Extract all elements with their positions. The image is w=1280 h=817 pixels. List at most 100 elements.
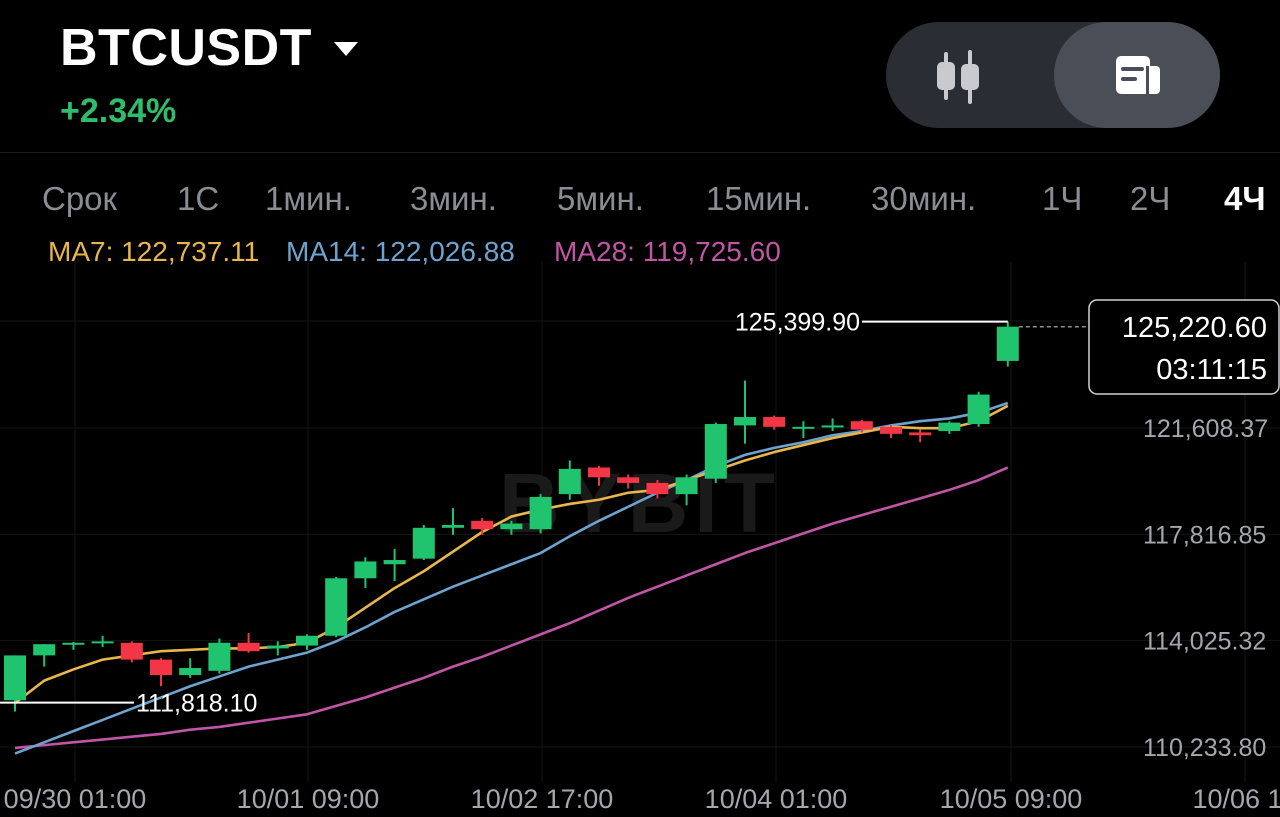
candle[interactable]	[179, 658, 202, 678]
timeframe-bar: Срок 1С 1мин. 3мин. 5мин. 15мин. 30мин. …	[0, 180, 1280, 230]
candle[interactable]	[967, 391, 990, 427]
ma14-line	[14, 401, 1009, 755]
timeframe-5min[interactable]: 5мин.	[557, 180, 644, 217]
candle[interactable]	[850, 419, 873, 433]
ma28-value: 119,725.60	[642, 236, 781, 267]
candle[interactable]	[296, 634, 318, 650]
x-axis-tick-label: 10/02 17:00	[471, 784, 614, 814]
candle-body	[763, 417, 786, 427]
ma28-indicator: MA28: 119,725.60	[554, 236, 781, 268]
candle[interactable]	[33, 644, 56, 667]
candle-body	[558, 468, 581, 495]
ma7-value: 122,737.11	[121, 236, 260, 267]
candle[interactable]	[266, 641, 289, 656]
candle-body	[909, 432, 932, 436]
candle[interactable]	[62, 641, 85, 650]
price-chart[interactable]: BYBIT 125,399.90111,818.10125,220.6003:1…	[0, 262, 1280, 817]
candle[interactable]	[471, 517, 494, 535]
candle-body	[62, 642, 85, 645]
candle-body	[33, 644, 56, 656]
timeframe-1min[interactable]: 1мин.	[265, 180, 352, 217]
ma28-line	[14, 466, 1009, 750]
candle-body	[880, 426, 902, 434]
candle[interactable]	[412, 524, 435, 561]
candle[interactable]	[821, 418, 844, 432]
candlestick-icon	[937, 50, 979, 104]
x-axis-tick-label: 10/05 09:00	[940, 784, 1083, 814]
candle-body	[646, 482, 669, 495]
candle-body	[325, 578, 348, 636]
last-price-box[interactable]: 125,220.60 03:11:15	[1088, 299, 1280, 395]
candle-body	[500, 523, 523, 530]
timeframe-2h[interactable]: 2Ч	[1130, 180, 1171, 217]
y-axis-tick-label: 114,025.32	[1143, 628, 1266, 656]
candle-body	[938, 422, 961, 432]
last-price-value: 125,220.60	[1122, 312, 1267, 344]
candle[interactable]	[734, 380, 756, 444]
ma14-value: 122,026.88	[374, 236, 515, 267]
timeframe-15min[interactable]: 15мин.	[706, 180, 812, 217]
news-icon	[1116, 56, 1160, 94]
candle[interactable]	[383, 548, 406, 582]
candle-body	[354, 561, 377, 579]
candle-body	[704, 424, 727, 479]
candlestick-view-button[interactable]	[886, 22, 1054, 128]
candle[interactable]	[558, 460, 581, 500]
candle-body	[617, 477, 640, 483]
candle-body	[967, 394, 990, 425]
candle[interactable]	[442, 508, 464, 535]
timeframe-1s[interactable]: 1С	[177, 180, 220, 217]
timeframe-1h[interactable]: 1Ч	[1042, 180, 1083, 217]
candle-body	[442, 524, 464, 528]
candle-body	[179, 668, 202, 676]
candle[interactable]	[938, 421, 961, 434]
candle-body	[412, 527, 435, 559]
candle-body	[296, 635, 318, 646]
view-toggle[interactable]	[886, 22, 1220, 128]
y-axis-tick-label: 117,816.85	[1143, 521, 1266, 549]
candle[interactable]	[325, 576, 348, 638]
candle[interactable]	[763, 415, 786, 430]
x-axis-tick-label: 10/06 17	[1192, 784, 1280, 814]
candle-body	[150, 659, 172, 676]
candle-body	[588, 467, 610, 478]
candle[interactable]	[208, 638, 231, 674]
candle[interactable]	[354, 557, 377, 589]
timeframe-term[interactable]: Срок	[42, 180, 117, 217]
candle-body	[266, 645, 289, 649]
header: BTCUSDT +2.34%	[0, 0, 1280, 152]
candle[interactable]	[675, 474, 698, 506]
candle-body	[91, 641, 114, 644]
candle[interactable]	[792, 421, 815, 439]
news-view-button[interactable]	[1054, 22, 1220, 128]
ma7-label: MA7:	[48, 236, 114, 267]
x-axis-tick-label: 09/30 01:00	[4, 784, 147, 814]
x-axis-tick-label: 10/01 09:00	[237, 784, 380, 814]
last-price-box-frame	[1088, 299, 1280, 395]
candle[interactable]	[996, 321, 1019, 367]
timeframe-30min[interactable]: 30мин.	[871, 180, 977, 217]
candle[interactable]	[646, 480, 669, 499]
price-change-percent: +2.34%	[60, 92, 177, 130]
candle-body	[237, 642, 260, 652]
candle-body	[792, 426, 815, 429]
ma7-line	[14, 404, 1009, 705]
candle[interactable]	[120, 641, 143, 663]
timeframe-4h[interactable]: 4Ч	[1224, 180, 1266, 217]
symbol-title[interactable]: BTCUSDT	[60, 19, 312, 77]
symbol-dropdown-caret-icon[interactable]	[334, 42, 358, 56]
candle[interactable]	[588, 466, 610, 486]
candle[interactable]	[150, 658, 172, 687]
candle[interactable]	[529, 494, 552, 534]
ma7-indicator: MA7: 122,737.11	[48, 236, 259, 268]
candle[interactable]	[91, 635, 114, 647]
timeframe-3min[interactable]: 3мин.	[410, 180, 497, 217]
y-axis-tick-label: 110,233.80	[1143, 734, 1266, 762]
candle[interactable]	[909, 429, 932, 443]
candle[interactable]	[500, 520, 523, 535]
candle[interactable]	[880, 425, 902, 439]
candle[interactable]	[704, 422, 727, 483]
candle[interactable]	[237, 632, 260, 653]
candle[interactable]	[617, 474, 640, 489]
candle-body	[529, 496, 552, 530]
